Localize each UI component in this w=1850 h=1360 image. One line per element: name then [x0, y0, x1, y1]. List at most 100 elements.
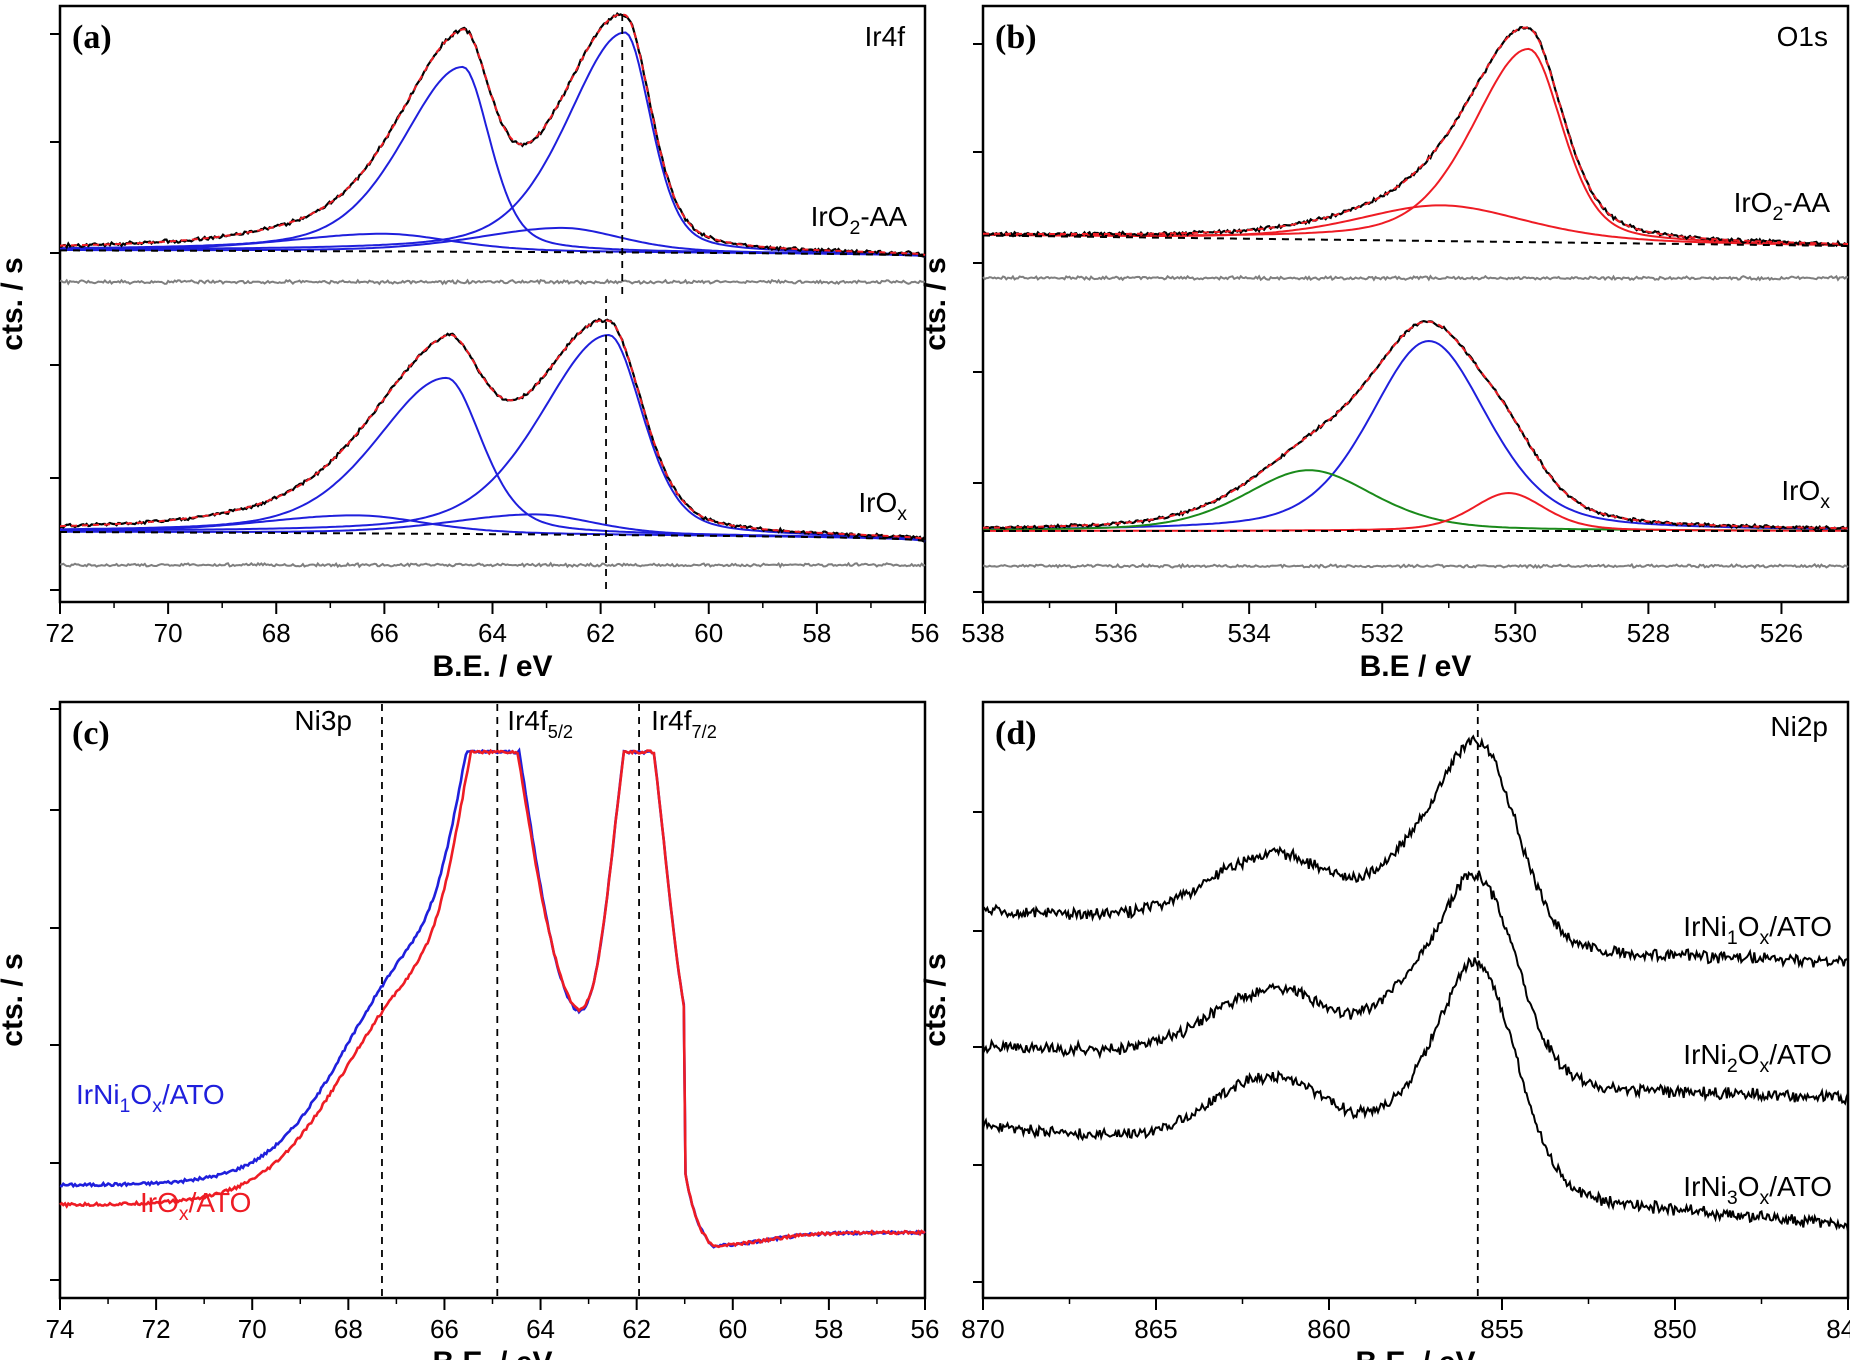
panel-a-stack0-residual: [59, 278, 926, 286]
panel-b-xtick-label: 532: [1361, 618, 1404, 648]
panel-d-xtick-label: 845: [1826, 1314, 1850, 1344]
panel-c-xtick-label: 66: [430, 1314, 459, 1344]
panel-c-xtick-label: 70: [238, 1314, 267, 1344]
panel-c-xtick-label: 60: [718, 1314, 747, 1344]
panel-b-stack0-background: [983, 234, 1848, 247]
panel-d: 870 865 860 855 850 845 B.E. / eV cts. / s (d) Ni…: [919, 700, 1850, 1360]
panel-a-xtick-label: 56: [911, 618, 940, 648]
panel-a-xlabel: B.E. / eV: [432, 650, 552, 683]
panel-a-stack1-component-0: [60, 333, 926, 542]
panel-a-stack1-residual: [59, 561, 926, 569]
panel-c-annotation-1: Ir4f5/2: [507, 705, 573, 742]
panel-d-xtick-label: 855: [1480, 1314, 1523, 1344]
panel-c-series-label-1-part: x: [179, 1203, 189, 1225]
panel-d-series-label-1: IrNi2Ox/ATO: [1683, 1039, 1832, 1077]
panel-a-stack1-label-part: IrO: [858, 487, 897, 518]
panel-d-series-0: [982, 734, 1849, 969]
panel-c-xtick-label: 56: [911, 1314, 940, 1344]
panel-d-annotation: Ni2p: [1770, 711, 1828, 742]
panel-a-ylabel: cts. / s: [0, 257, 29, 350]
panel-d-series-label-2-part: IrNi: [1683, 1171, 1727, 1202]
panel-a-stack0-measured: [59, 12, 926, 257]
panel-b-xtick-label: 538: [961, 618, 1004, 648]
panel-b-xtick-label: 534: [1227, 618, 1270, 648]
panel-a-stack1-background: [60, 531, 926, 543]
panel-c-ylabel: cts. / s: [0, 953, 29, 1046]
panel-c-series-label-1-part: IrO: [140, 1187, 179, 1218]
panel-c-annotation-2: Ir4f7/2: [651, 705, 717, 742]
panel-c-xtick-label: 58: [814, 1314, 843, 1344]
panel-b-annotation: O1s: [1777, 21, 1828, 52]
panel-c-xtick-label: 72: [142, 1314, 171, 1344]
panel-d-series-label-1-part: /ATO: [1769, 1039, 1832, 1070]
panel-d-xtick-label: 865: [1134, 1314, 1177, 1344]
panel-c-annotation-2-part: Ir4f: [651, 705, 692, 736]
panel-d-series-label-1-part: x: [1759, 1055, 1769, 1077]
panel-c-xtick-label: 62: [622, 1314, 651, 1344]
panel-c-series-1: [59, 748, 926, 1249]
panel-c-xtick-label: 74: [46, 1314, 75, 1344]
panel-d-series-label-2: IrNi3Ox/ATO: [1683, 1171, 1832, 1209]
panel-a-stack0-label: IrO2-AA: [811, 201, 908, 239]
panel-d-series-label-1-part: O: [1738, 1039, 1760, 1070]
panel-b-stack0-measured: [982, 25, 1849, 248]
panel-d-frame: [981, 700, 1850, 1300]
panel-d-xtick-label: 850: [1653, 1314, 1696, 1344]
panel-b: 538 536 534 532 530 528 526 B.E / eV cts. / s (b)…: [919, 4, 1850, 683]
panel-b-stack0-component-0: [983, 47, 1849, 246]
panel-a-xtick-label: 62: [586, 618, 615, 648]
panel-b-panel-letter: (b): [995, 19, 1037, 56]
panel-c-xtick-label: 68: [334, 1314, 363, 1344]
panel-c-annotation-1-part: Ir4f: [507, 705, 548, 736]
panel-b-xtick-label: 528: [1627, 618, 1670, 648]
panel-a-stack0-fit-envelope: [60, 13, 926, 257]
panel-c-series-label-1-part: /ATO: [189, 1187, 252, 1218]
panel-c-xtick-label: 64: [526, 1314, 555, 1344]
panel-a-stack1-label-part: x: [897, 503, 907, 525]
panel-a-xtick-label: 72: [46, 618, 75, 648]
panel-b-stack1-label-part: IrO: [1781, 475, 1820, 506]
panel-a-stack0-label-part: 2: [849, 217, 860, 239]
panel-b-stack0-residual: [982, 274, 1849, 282]
panel-b-stack0-label-part: IrO: [1734, 187, 1773, 218]
panel-a-xtick-label: 66: [370, 618, 399, 648]
panel-c-series-label-0-part: 1: [120, 1095, 131, 1117]
panel-d-xtick-label: 860: [1307, 1314, 1350, 1344]
panel-a-xtick-label: 70: [154, 618, 183, 648]
panel-c-series-label-0-part: /ATO: [162, 1079, 225, 1110]
panel-d-series-label-0-part: O: [1738, 911, 1760, 942]
panel-d-series-label-0-part: /ATO: [1769, 911, 1832, 942]
panel-d-series-label-2-part: O: [1738, 1171, 1760, 1202]
panel-d-ylabel: cts. / s: [919, 953, 952, 1046]
panel-c-series-label-0: IrNi1Ox/ATO: [76, 1079, 225, 1117]
panel-b-xlabel: B.E / eV: [1360, 650, 1472, 683]
panel-a-xtick-label: 60: [694, 618, 723, 648]
panel-d-series-2: [982, 956, 1849, 1232]
panel-a-stack1-label: IrOx: [858, 487, 907, 525]
panel-c-annotation-1-part: 5/2: [548, 722, 573, 742]
panel-d-series-label-2-part: /ATO: [1769, 1171, 1832, 1202]
panel-a-stack0-component-0: [60, 31, 926, 258]
panel-a-stack0-label-part: IrO: [811, 201, 850, 232]
panel-c: 74 72 70 68 66 64 62 60 58 56 B.E. / eV cts. / s (c)…: [0, 700, 940, 1360]
panel-d-series-label-0: IrNi1Ox/ATO: [1683, 911, 1832, 949]
panel-c-xlabel: B.E. / eV: [432, 1346, 552, 1360]
panel-b-stack1-component-0: [983, 339, 1848, 531]
panel-c-series-label-0-part: O: [130, 1079, 152, 1110]
panel-c-series-label-1: IrOx/ATO: [140, 1187, 251, 1225]
panel-b-stack0-label: IrO2-AA: [1734, 187, 1831, 225]
panel-b-stack1-measured: [982, 319, 1849, 532]
panel-d-series-label-1-part: 2: [1727, 1055, 1738, 1077]
panel-b-stack0-fit-envelope: [983, 26, 1848, 245]
panel-c-series-label-0-part: IrNi: [76, 1079, 120, 1110]
panel-c-annotation-0: Ni3p: [294, 705, 352, 736]
panel-a: 72 70 68 66 64 62 60 58 56 B.E. / eV cts. / s (a) Ir…: [0, 4, 940, 683]
panel-b-stack1-label: IrOx: [1781, 475, 1830, 513]
panel-b-stack1-fit-envelope: [983, 320, 1848, 530]
panel-c-panel-letter: (c): [72, 715, 110, 752]
panel-d-series-label-0-part: 1: [1727, 927, 1738, 949]
panel-b-xtick-label: 530: [1494, 618, 1537, 648]
panel-d-xtick-label: 870: [961, 1314, 1004, 1344]
panel-b-stack0-label-part: 2: [1772, 203, 1783, 225]
